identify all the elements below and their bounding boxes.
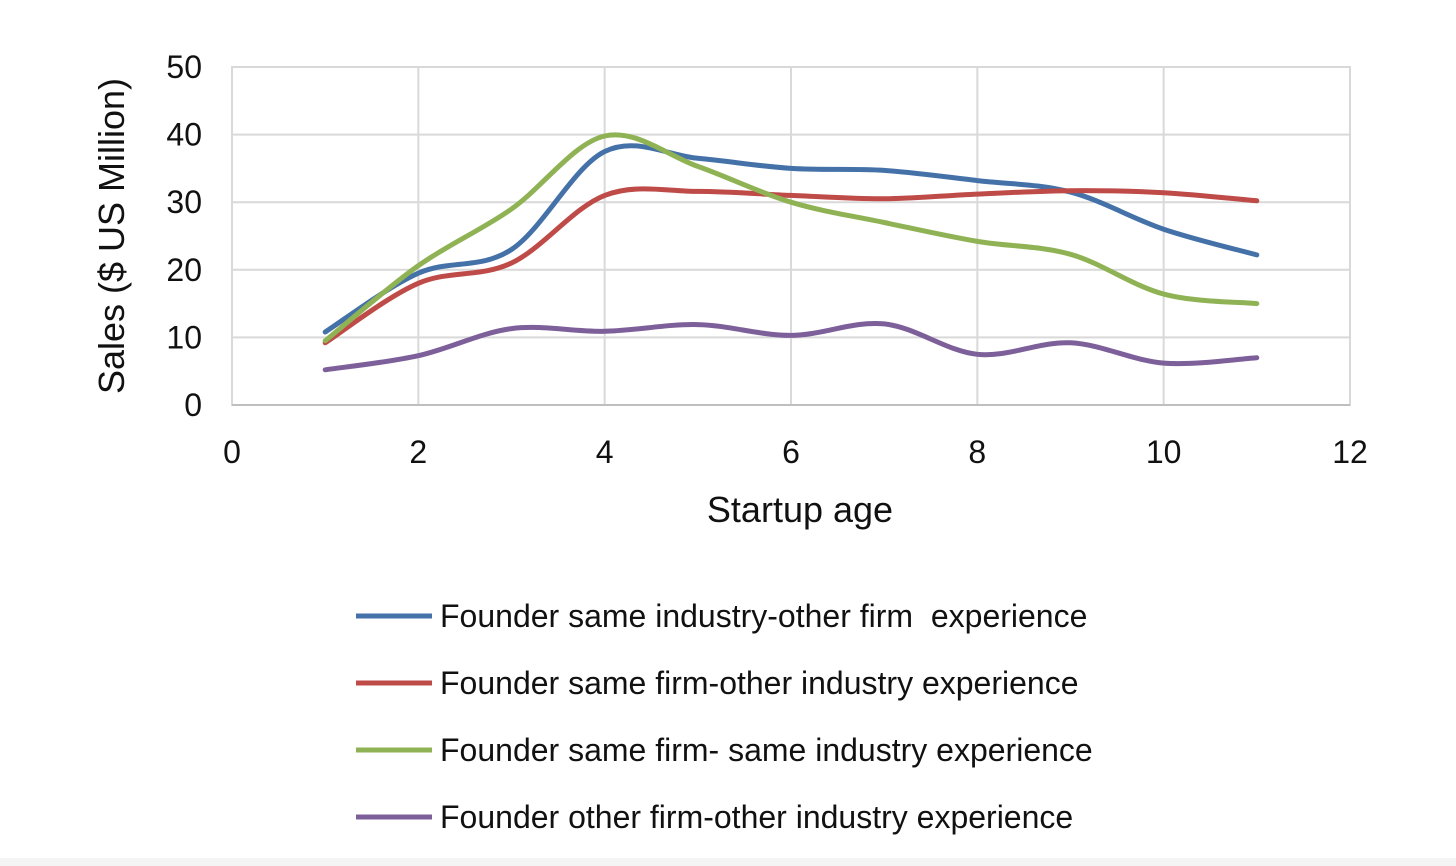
- legend-label-2: Founder same firm-other industry experie…: [440, 665, 1079, 701]
- series-lines: [322, 132, 1260, 373]
- x-axis-ticks: 0 2 4 6 8 10 12: [223, 434, 1368, 470]
- y-axis-ticks: 0 10 20 30 40 50: [166, 49, 202, 423]
- plot-area: [231, 66, 1351, 406]
- legend-label-4: Founder other firm-other industry experi…: [440, 799, 1073, 835]
- x-axis-title: Startup age: [707, 489, 893, 530]
- legend: Founder same industry-other firm experie…: [356, 598, 1093, 835]
- x-tick-label: 2: [409, 434, 427, 470]
- legend-label-1: Founder same industry-other firm experie…: [440, 598, 1087, 634]
- series-line-2: [322, 186, 1260, 346]
- legend-label-3: Founder same firm- same industry experie…: [440, 732, 1093, 768]
- y-tick-label: 40: [166, 117, 202, 153]
- series-line-1: [322, 143, 1260, 335]
- y-tick-label: 30: [166, 184, 202, 220]
- y-tick-label: 20: [166, 252, 202, 288]
- series-line-4: [322, 320, 1260, 373]
- y-tick-label: 10: [166, 319, 202, 355]
- x-tick-label: 4: [596, 434, 614, 470]
- y-tick-label: 0: [184, 387, 202, 423]
- x-tick-label: 12: [1332, 434, 1368, 470]
- series-line-3: [322, 132, 1260, 344]
- y-tick-label: 50: [166, 49, 202, 85]
- y-axis-title: Sales ($ US Million): [91, 78, 132, 394]
- x-tick-label: 0: [223, 434, 241, 470]
- x-tick-label: 6: [782, 434, 800, 470]
- x-tick-label: 8: [968, 434, 986, 470]
- x-tick-label: 10: [1146, 434, 1182, 470]
- footer-band: [0, 858, 1456, 866]
